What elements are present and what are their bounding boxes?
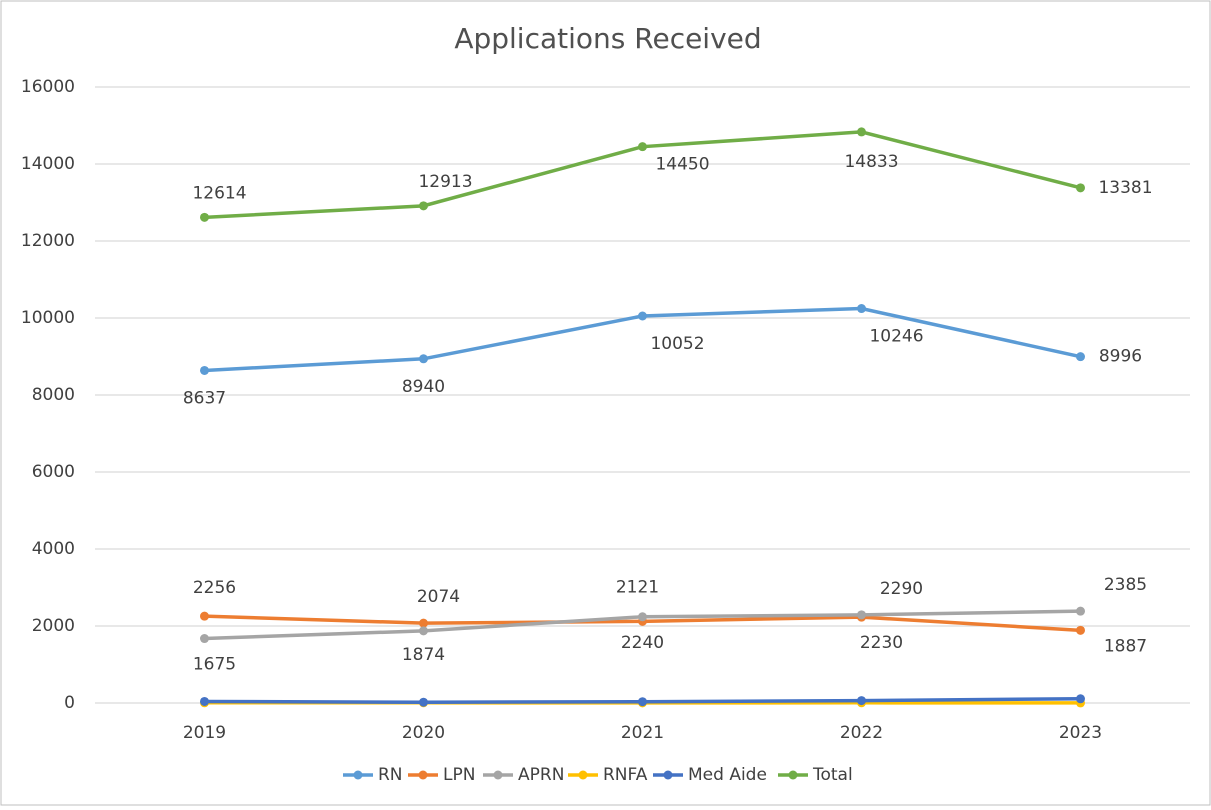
data-point	[857, 696, 866, 705]
x-tick-label: 2019	[183, 723, 226, 743]
y-tick-label: 16000	[21, 77, 75, 97]
data-label: 12913	[418, 172, 472, 192]
legend-label: APRN	[518, 765, 564, 785]
data-point	[857, 304, 866, 313]
legend-marker	[664, 771, 673, 780]
data-point	[638, 142, 647, 151]
y-tick-label: 2000	[32, 616, 75, 636]
legend-marker	[579, 771, 588, 780]
y-tick-label: 12000	[21, 231, 75, 251]
x-tick-label: 2023	[1059, 723, 1102, 743]
data-label: 13381	[1098, 178, 1152, 198]
legend-label: RNFA	[603, 765, 648, 785]
data-point	[200, 634, 209, 643]
data-label: 2121	[616, 577, 659, 597]
data-label: 14833	[844, 152, 898, 172]
data-label: 2230	[860, 633, 903, 653]
data-label: 2290	[880, 579, 923, 599]
data-point	[200, 612, 209, 621]
y-tick-label: 14000	[21, 154, 75, 174]
legend-marker	[419, 771, 428, 780]
legend-label: LPN	[443, 765, 475, 785]
legend-label: Total	[812, 765, 853, 785]
data-point	[419, 354, 428, 363]
data-point	[1076, 352, 1085, 361]
y-tick-label: 8000	[32, 385, 75, 405]
data-point	[200, 213, 209, 222]
y-tick-label: 4000	[32, 539, 75, 559]
data-point	[200, 697, 209, 706]
data-point	[638, 311, 647, 320]
data-point	[419, 626, 428, 635]
data-label: 14450	[655, 155, 709, 175]
data-label: 12614	[192, 183, 246, 203]
data-point	[419, 201, 428, 210]
data-point	[857, 127, 866, 136]
data-label: 8996	[1099, 347, 1142, 367]
data-label: 2256	[193, 578, 236, 598]
data-label: 2074	[417, 587, 460, 607]
y-tick-label: 10000	[21, 308, 75, 328]
data-label: 8940	[402, 377, 445, 397]
data-point	[638, 697, 647, 706]
chart-title: Applications Received	[454, 22, 761, 55]
legend-marker	[354, 771, 363, 780]
legend-label: RN	[378, 765, 403, 785]
data-label: 10246	[869, 327, 923, 347]
data-label: 8637	[183, 388, 226, 408]
legend-label: Med Aide	[688, 765, 767, 785]
data-point	[419, 619, 428, 628]
legend-marker	[789, 771, 798, 780]
data-label: 10052	[650, 334, 704, 354]
y-tick-label: 6000	[32, 462, 75, 482]
data-point	[1076, 183, 1085, 192]
data-point	[419, 698, 428, 707]
data-label: 1675	[193, 655, 236, 675]
data-label: 2240	[621, 633, 664, 653]
data-point	[1076, 607, 1085, 616]
data-point	[638, 612, 647, 621]
data-label: 1874	[402, 645, 445, 665]
y-tick-label: 0	[64, 693, 75, 713]
legend-marker	[494, 771, 503, 780]
x-tick-label: 2021	[621, 723, 664, 743]
data-point	[200, 366, 209, 375]
x-tick-label: 2022	[840, 723, 883, 743]
data-point	[1076, 694, 1085, 703]
data-label: 2385	[1104, 575, 1147, 595]
data-point	[857, 610, 866, 619]
x-tick-label: 2020	[402, 723, 445, 743]
data-point	[1076, 626, 1085, 635]
data-label: 1887	[1104, 636, 1147, 656]
